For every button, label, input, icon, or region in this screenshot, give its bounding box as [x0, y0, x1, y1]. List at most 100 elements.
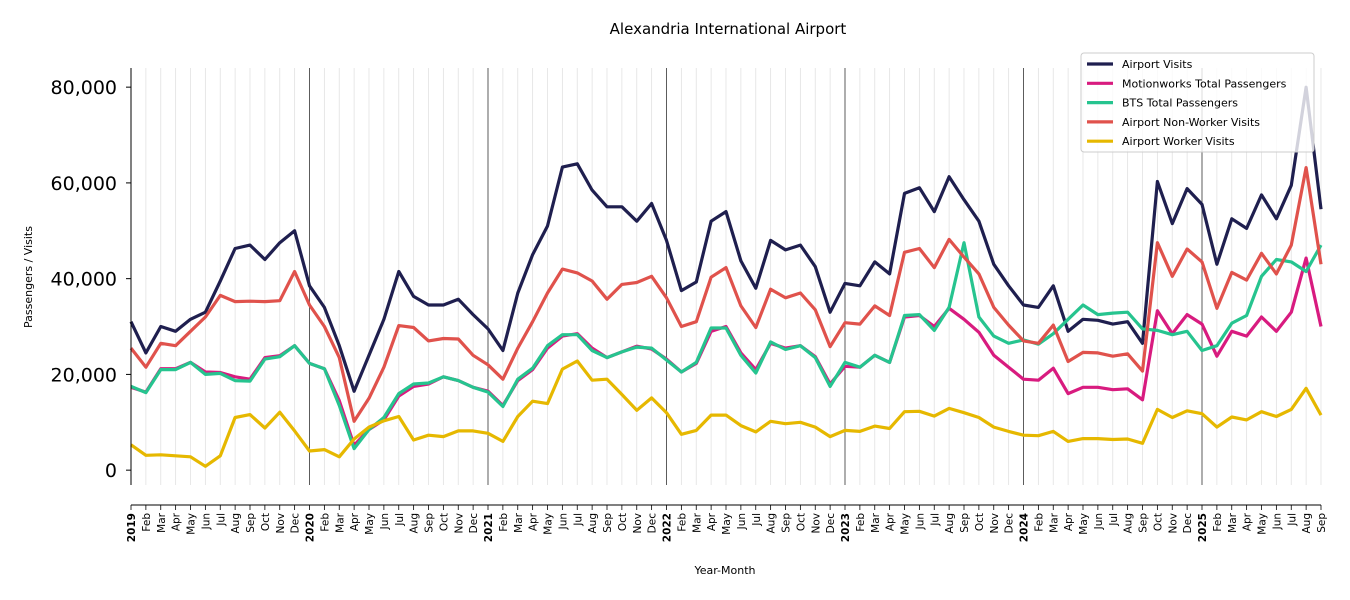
- x-tick-label: 2023: [840, 513, 852, 542]
- legend-label: BTS Total Passengers: [1122, 97, 1238, 110]
- x-tick-label: Jun: [379, 513, 391, 530]
- x-tick-label: 2021: [483, 513, 495, 542]
- x-tick-label: Dec: [1182, 513, 1194, 534]
- x-tick-label: Nov: [275, 513, 287, 534]
- x-tick-label: Feb: [319, 513, 331, 532]
- x-tick-label: Jun: [736, 513, 748, 530]
- series-line-airport-visits: [129, 85, 1323, 393]
- y-tick-label: 40,000: [51, 269, 117, 291]
- x-tick-label: Aug: [1301, 513, 1313, 534]
- x-tick-label: Feb: [498, 513, 510, 532]
- x-tick-label: May: [543, 513, 555, 535]
- x-tick-label: Mar: [156, 512, 168, 532]
- x-tick-label: Mar: [1227, 512, 1239, 532]
- x-tick-label: Aug: [230, 513, 242, 534]
- x-tick-label: Mar: [1048, 512, 1060, 532]
- x-tick-label: Dec: [1004, 513, 1016, 534]
- x-tick-label: Jun: [914, 513, 926, 530]
- x-tick-label: Jul: [394, 513, 406, 527]
- chart-title: Alexandria International Airport: [610, 20, 847, 38]
- x-tick-label: Apr: [349, 512, 361, 531]
- series-lines: [129, 85, 1323, 468]
- x-tick-label: Mar: [334, 512, 346, 532]
- x-tick-label: Aug: [409, 513, 421, 534]
- x-tick-label: 2022: [662, 513, 674, 542]
- x-tick-label: Feb: [676, 513, 688, 532]
- y-tick-label: 0: [105, 460, 117, 482]
- x-tick-label: Jul: [1108, 513, 1120, 527]
- x-tick-label: Oct: [260, 513, 272, 531]
- x-tick-label: Aug: [1123, 513, 1135, 534]
- x-tick-label: May: [1078, 513, 1090, 535]
- x-tick-label: Sep: [245, 513, 257, 533]
- x-tick-label: Jun: [200, 513, 212, 530]
- x-tick-label: 2020: [305, 513, 317, 542]
- x-tick-label: Dec: [825, 513, 837, 534]
- x-tick-label: Aug: [944, 513, 956, 534]
- x-tick-label: Sep: [781, 513, 793, 533]
- x-tick-label: Aug: [587, 513, 599, 534]
- x-tick-label: Apr: [706, 512, 718, 531]
- x-tick-label: Dec: [647, 513, 659, 534]
- x-tick-label: Nov: [1167, 513, 1179, 534]
- x-tick-label: Nov: [810, 513, 822, 534]
- x-tick-label: Sep: [959, 513, 971, 533]
- series-line-airport-worker-visits: [130, 359, 1323, 468]
- x-tick-label: Mar: [870, 512, 882, 532]
- x-tick-label: Apr: [1063, 512, 1075, 531]
- x-tick-label: Jun: [1093, 513, 1105, 530]
- x-tick-label: Apr: [171, 512, 183, 531]
- x-tick-label: Jun: [557, 513, 569, 530]
- x-tick-label: Feb: [1212, 513, 1224, 532]
- x-tick-label: Jul: [1286, 513, 1298, 527]
- x-tick-label: Jun: [1271, 513, 1283, 530]
- x-tick-label: Feb: [855, 513, 867, 532]
- x-tick-label: Mar: [513, 512, 525, 532]
- x-tick-label: Jul: [215, 513, 227, 527]
- x-tick-label: Sep: [602, 513, 614, 533]
- x-axis-label: Year-Month: [693, 564, 755, 577]
- legend-label: Airport Worker Visits: [1122, 135, 1235, 148]
- x-tick-label: Apr: [885, 512, 897, 531]
- x-tick-label: May: [900, 513, 912, 535]
- x-tick-label: Apr: [1242, 512, 1254, 531]
- x-tick-label: Feb: [1033, 513, 1045, 532]
- x-tick-label: Nov: [453, 513, 465, 534]
- x-tick-label: Dec: [290, 513, 302, 534]
- x-tick-label: Mar: [691, 512, 703, 532]
- x-tick-label: Oct: [438, 513, 450, 531]
- x-tick-label: May: [186, 513, 198, 535]
- x-tick-label: Feb: [141, 513, 153, 532]
- axes: 2019 Feb Mar Apr May Jun Jul Aug Sep Oct Nov Dec 202…: [51, 68, 1328, 542]
- y-tick-label: 20,000: [51, 364, 117, 386]
- series-line-bts-total-passengers: [130, 241, 1323, 451]
- series-line-airport-non-worker-visits: [129, 166, 1323, 423]
- x-tick-label: Nov: [632, 513, 644, 534]
- x-tick-label: Oct: [795, 513, 807, 531]
- x-tick-label: 2024: [1019, 513, 1031, 542]
- x-tick-label: 2025: [1197, 513, 1209, 542]
- y-axis-label: Passengers / Visits: [22, 226, 35, 328]
- x-tick-label: Oct: [974, 513, 986, 531]
- x-tick-label: Oct: [617, 513, 629, 531]
- y-tick-label: 60,000: [51, 173, 117, 195]
- x-tick-label: Jul: [751, 513, 763, 527]
- legend-label: Motionworks Total Passengers: [1122, 77, 1287, 90]
- x-tick-label: Sep: [1138, 513, 1150, 533]
- x-tick-label: Sep: [1316, 513, 1328, 533]
- legend-box: [1080, 52, 1315, 153]
- x-tick-label: Dec: [468, 513, 480, 534]
- legend-label: Airport Non-Worker Visits: [1122, 116, 1260, 129]
- x-tick-label: 2019: [126, 513, 138, 542]
- legend: Airport Visits Motionworks Total Passenge…: [1080, 52, 1315, 153]
- x-tick-label: Nov: [989, 513, 1001, 534]
- x-tick-label: Jul: [572, 513, 584, 527]
- x-tick-label: May: [1257, 513, 1269, 535]
- x-tick-label: Sep: [424, 513, 436, 533]
- x-tick-label: Apr: [528, 512, 540, 531]
- x-tick-label: Jul: [929, 513, 941, 527]
- x-tick-label: Oct: [1152, 513, 1164, 531]
- x-tick-label: May: [364, 513, 376, 535]
- x-tick-label: May: [721, 513, 733, 535]
